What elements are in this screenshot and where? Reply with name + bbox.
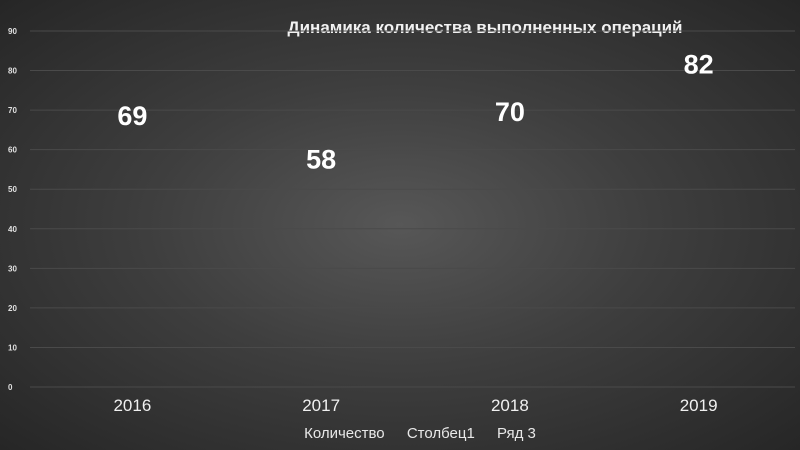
chart-title: Динамика количества выполненных операций [287, 18, 683, 37]
bar [281, 158, 361, 387]
legend-entry: Количество [304, 425, 385, 442]
x-tick-label: 2019 [680, 396, 718, 415]
y-tick-label: 80 [8, 67, 17, 76]
y-tick-label: 10 [8, 343, 17, 352]
bar [92, 114, 172, 387]
data-label: 70 [495, 97, 525, 127]
y-tick-label: 40 [8, 225, 17, 234]
data-label: 58 [306, 145, 336, 175]
data-label: 69 [117, 101, 147, 131]
legend-entry: Ряд 3 [497, 425, 536, 442]
y-tick-label: 30 [8, 264, 17, 273]
bar [470, 110, 550, 387]
y-tick-label: 20 [8, 304, 17, 313]
x-tick-label: 2017 [302, 396, 340, 415]
y-tick-label: 0 [8, 383, 13, 392]
y-tick-label: 50 [8, 185, 17, 194]
x-tick-label: 2018 [491, 396, 529, 415]
bar [659, 63, 739, 387]
y-tick-label: 90 [8, 27, 17, 36]
data-label: 82 [684, 50, 714, 80]
legend-entry: Столбец1 [406, 425, 475, 442]
x-tick-label: 2016 [113, 396, 151, 415]
y-tick-label: 70 [8, 106, 17, 115]
y-tick-label: 60 [8, 146, 17, 155]
legend: Количество Столбец1 Ряд 3 [0, 425, 800, 442]
